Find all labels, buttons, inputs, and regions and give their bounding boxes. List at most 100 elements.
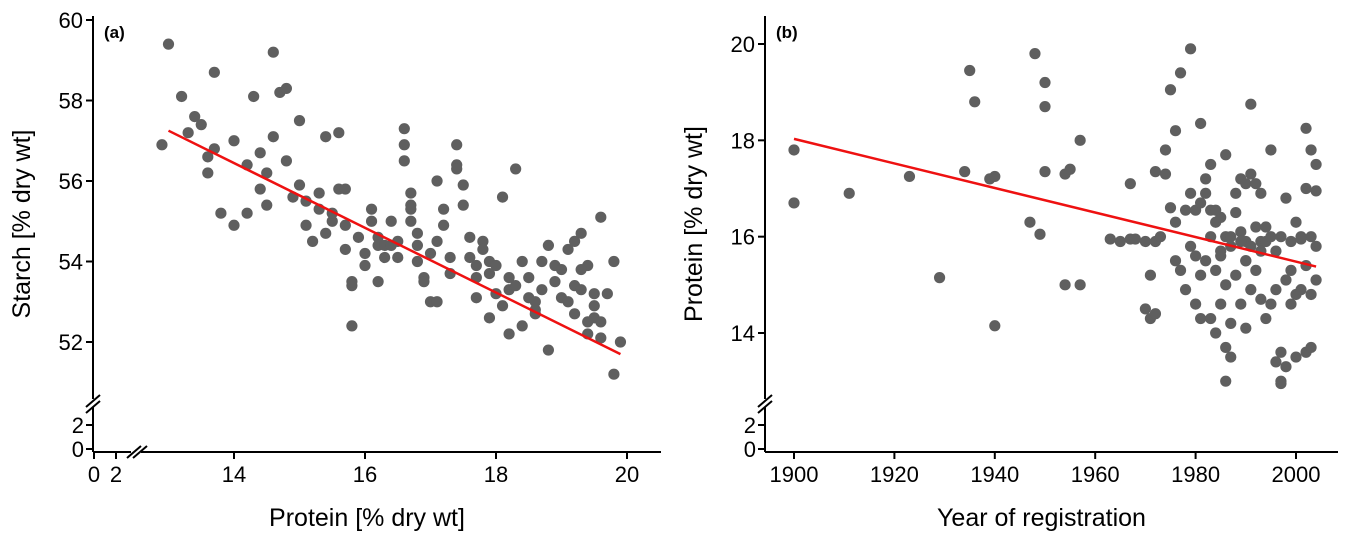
data-point [215, 207, 227, 219]
data-point [1285, 298, 1297, 310]
y-tick-label: 54 [59, 250, 83, 275]
data-point [418, 276, 430, 288]
data-point [503, 272, 515, 284]
x-tick-label: 2000 [1272, 462, 1321, 487]
data-point [1275, 377, 1287, 390]
data-point [1195, 269, 1207, 281]
data-point [1174, 264, 1187, 276]
data-point [1245, 284, 1257, 296]
data-point [300, 219, 312, 231]
data-point [411, 227, 423, 239]
data-point [451, 163, 463, 175]
data-point [261, 167, 273, 179]
data-point [503, 328, 515, 340]
data-point [326, 215, 338, 227]
data-point [490, 259, 502, 272]
data-point [470, 292, 482, 304]
data-point [582, 316, 594, 328]
data-point [516, 255, 528, 268]
data-point [248, 90, 260, 103]
data-point [1210, 327, 1222, 339]
data-point [457, 179, 469, 191]
y-axis-break-mark [85, 400, 101, 414]
data-point [1310, 185, 1322, 197]
data-point [1169, 216, 1182, 228]
data-point [1275, 346, 1287, 358]
data-point [562, 243, 574, 256]
data-point [1305, 341, 1317, 354]
data-point [1310, 274, 1322, 286]
data-point [464, 231, 476, 243]
y-axis-title: Protein [% dry wt] [680, 126, 708, 322]
x-tick-label-break: 0 [88, 462, 100, 487]
x-axis-break-mark [126, 445, 142, 459]
data-point [595, 316, 607, 328]
data-point [562, 296, 574, 308]
data-point [1149, 308, 1162, 320]
data-point [254, 147, 266, 159]
data-point [510, 280, 522, 292]
data-point [1305, 231, 1317, 243]
data-point [1195, 312, 1207, 325]
data-point [1184, 187, 1197, 199]
data-point [1280, 274, 1292, 286]
data-point [1220, 149, 1232, 161]
data-point [1265, 231, 1277, 243]
data-point [405, 215, 417, 227]
data-point [1250, 264, 1262, 276]
data-point [588, 288, 600, 300]
y-axis-break-gap [757, 399, 773, 407]
data-point [1124, 178, 1136, 190]
data-point [1225, 351, 1237, 363]
data-point [464, 251, 476, 264]
data-point [182, 127, 194, 139]
data-point [280, 155, 292, 167]
data-point [1230, 187, 1242, 199]
x-tick-label: 1900 [770, 462, 819, 487]
data-point [1310, 158, 1322, 171]
y-axis-title: Starch [% dry wt] [8, 130, 36, 319]
data-point [1205, 158, 1217, 171]
y-tick-label: 16 [731, 225, 755, 250]
data-point [385, 215, 397, 227]
data-point [1195, 197, 1207, 209]
data-point [575, 263, 587, 276]
y-tick-label: 56 [59, 169, 83, 194]
data-point [293, 179, 306, 191]
data-point [228, 135, 240, 147]
data-point [575, 284, 587, 296]
x-tick-label: 1980 [1171, 462, 1220, 487]
data-point [280, 82, 292, 95]
data-point [1184, 240, 1197, 252]
data-point [470, 259, 482, 272]
data-point [339, 243, 351, 256]
data-point [569, 235, 581, 247]
data-point [1169, 255, 1182, 267]
data-point [1039, 101, 1051, 113]
data-point [202, 151, 214, 163]
regression-line [167, 129, 622, 356]
data-point [1179, 284, 1192, 296]
x-axis-title: Year of registration [937, 504, 1146, 532]
data-point [1245, 98, 1257, 110]
data-point [431, 175, 443, 187]
data-point [1144, 269, 1157, 281]
regression-line [793, 137, 1317, 268]
x-tick-label: 20 [615, 462, 639, 487]
data-point [346, 276, 358, 288]
data-point [267, 46, 279, 58]
data-point [195, 119, 207, 131]
data-point [1255, 187, 1267, 199]
data-point [1260, 312, 1272, 325]
data-point [1215, 298, 1227, 310]
data-point [405, 187, 417, 199]
y-tick-label: 52 [59, 330, 83, 355]
data-point [241, 207, 253, 219]
data-point [1039, 76, 1051, 89]
data-point [608, 255, 620, 268]
data-point [1230, 269, 1242, 281]
data-point [1104, 233, 1116, 245]
data-point [1139, 303, 1151, 315]
x-axis-break-mark [132, 445, 148, 459]
data-point [989, 320, 1001, 332]
